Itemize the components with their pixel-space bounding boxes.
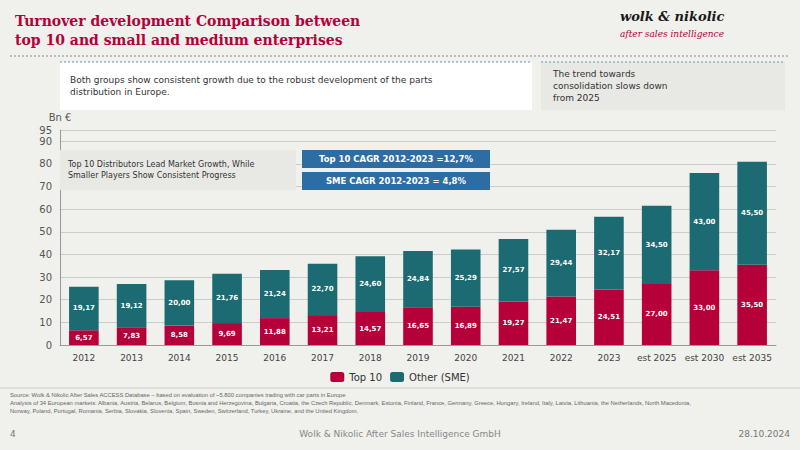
- svg-text:2013: 2013: [120, 353, 143, 363]
- svg-text:11,88: 11,88: [264, 328, 286, 336]
- svg-text:19,12: 19,12: [121, 302, 143, 310]
- svg-text:4: 4: [10, 429, 16, 439]
- svg-text:Analysis of 34 European market: Analysis of 34 European markets: Albania…: [10, 400, 691, 406]
- svg-text:25,29: 25,29: [455, 274, 477, 282]
- svg-text:34,50: 34,50: [646, 241, 668, 249]
- svg-text:10: 10: [39, 317, 52, 328]
- svg-text:40: 40: [39, 249, 52, 260]
- svg-text:21,47: 21,47: [550, 317, 572, 325]
- svg-text:21,76: 21,76: [216, 294, 238, 302]
- svg-text:43,00: 43,00: [693, 218, 715, 226]
- svg-text:29,44: 29,44: [550, 259, 572, 267]
- svg-text:wolk & nikolic: wolk & nikolic: [620, 9, 725, 24]
- svg-text:22,70: 22,70: [311, 285, 333, 293]
- svg-text:16,65: 16,65: [407, 322, 429, 330]
- svg-text:The trend towards: The trend towards: [552, 69, 636, 79]
- svg-text:7,83: 7,83: [123, 332, 140, 340]
- svg-text:2014: 2014: [168, 353, 191, 363]
- svg-text:80: 80: [39, 158, 52, 169]
- svg-text:Wolk & Nikolic After Sales Int: Wolk & Nikolic After Sales Intelligence …: [299, 429, 501, 439]
- svg-text:est 2030: est 2030: [685, 353, 725, 363]
- svg-text:60: 60: [39, 204, 52, 215]
- svg-text:30: 30: [39, 272, 52, 283]
- svg-text:2018: 2018: [359, 353, 382, 363]
- svg-text:2015: 2015: [216, 353, 239, 363]
- svg-text:2023: 2023: [597, 353, 620, 363]
- svg-text:Top 10 Distributors Lead Marke: Top 10 Distributors Lead Market Growth, …: [67, 160, 254, 169]
- svg-text:Source: Wolk & Nikolic After S: Source: Wolk & Nikolic After Sales ACCES…: [10, 392, 346, 398]
- svg-text:consolidation slows down: consolidation slows down: [553, 81, 668, 91]
- svg-text:0: 0: [46, 340, 52, 351]
- svg-text:20,00: 20,00: [168, 299, 190, 307]
- svg-text:distribution in Europe.: distribution in Europe.: [70, 87, 170, 97]
- svg-text:Norway, Poland, Portugal, Roma: Norway, Poland, Portugal, Romania, Serbi…: [10, 408, 358, 414]
- svg-text:27,00: 27,00: [646, 310, 668, 318]
- svg-text:2019: 2019: [407, 353, 430, 363]
- svg-text:Other (SME): Other (SME): [409, 372, 470, 383]
- svg-text:8,58: 8,58: [171, 331, 188, 339]
- svg-text:24,84: 24,84: [407, 275, 429, 283]
- svg-text:28.10.2024: 28.10.2024: [738, 429, 790, 439]
- svg-text:70: 70: [39, 181, 52, 192]
- svg-text:est 2035: est 2035: [732, 353, 772, 363]
- svg-text:19,17: 19,17: [73, 304, 95, 312]
- svg-text:24,60: 24,60: [359, 280, 381, 288]
- svg-text:SME CAGR 2012-2023 = 4,8%: SME CAGR 2012-2023 = 4,8%: [326, 176, 467, 186]
- svg-text:32,17: 32,17: [598, 249, 620, 257]
- svg-text:2016: 2016: [263, 353, 286, 363]
- svg-text:90: 90: [39, 136, 52, 147]
- svg-text:Smaller Players Show Consisten: Smaller Players Show Consistent Progress: [68, 171, 236, 180]
- svg-text:after sales intelligence: after sales intelligence: [620, 29, 724, 39]
- svg-text:6,57: 6,57: [75, 334, 92, 342]
- svg-text:2012: 2012: [72, 353, 95, 363]
- svg-text:top 10 and small and medium en: top 10 and small and medium enterprises: [15, 32, 343, 48]
- svg-text:20: 20: [39, 294, 52, 305]
- svg-text:2017: 2017: [311, 353, 334, 363]
- svg-text:50: 50: [39, 226, 52, 237]
- svg-text:9,69: 9,69: [218, 330, 235, 338]
- svg-text:Bn €: Bn €: [49, 112, 72, 123]
- svg-text:Both groups show consistent gr: Both groups show consistent growth due t…: [70, 75, 433, 85]
- svg-text:Top 10: Top 10: [348, 372, 382, 383]
- svg-text:33,00: 33,00: [693, 304, 715, 312]
- svg-text:2022: 2022: [550, 353, 573, 363]
- svg-text:2021: 2021: [502, 353, 525, 363]
- svg-text:95: 95: [39, 125, 52, 136]
- svg-text:35,50: 35,50: [741, 301, 763, 309]
- svg-text:27,57: 27,57: [502, 266, 524, 274]
- svg-text:19,27: 19,27: [502, 319, 524, 327]
- svg-text:from 2025: from 2025: [553, 93, 600, 103]
- svg-text:est 2025: est 2025: [637, 353, 677, 363]
- svg-text:14,57: 14,57: [359, 325, 381, 333]
- svg-text:16,89: 16,89: [455, 322, 477, 330]
- svg-text:24,51: 24,51: [598, 313, 620, 321]
- svg-text:21,24: 21,24: [264, 290, 286, 298]
- svg-text:45,50: 45,50: [741, 209, 763, 217]
- svg-text:Turnover development Compariso: Turnover development Comparison between: [15, 13, 360, 29]
- svg-text:Top 10 CAGR 2012-2023 =12,7%: Top 10 CAGR 2012-2023 =12,7%: [319, 154, 474, 164]
- svg-text:13,21: 13,21: [311, 326, 333, 334]
- svg-text:2020: 2020: [454, 353, 477, 363]
